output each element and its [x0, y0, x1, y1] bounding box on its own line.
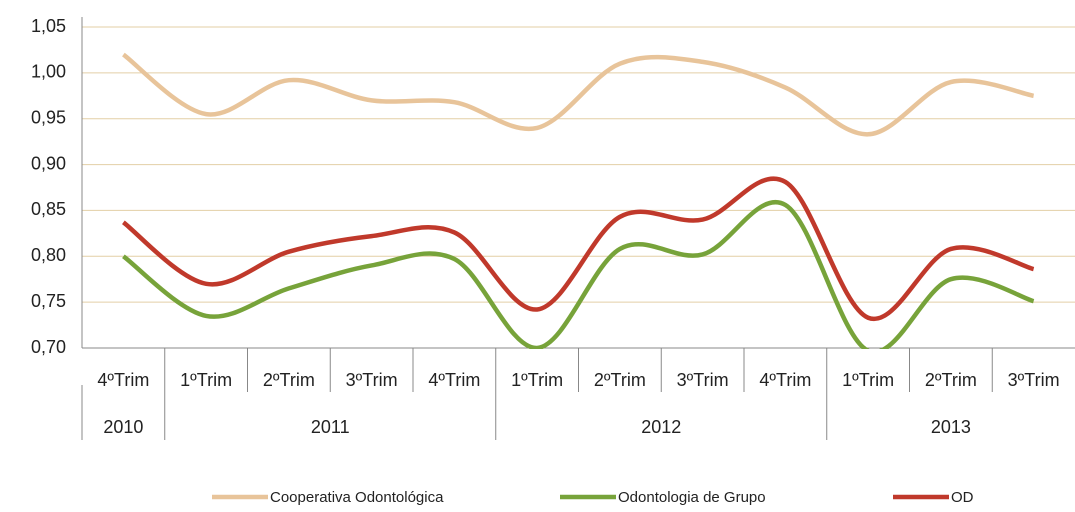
x-tick-label: 1ºTrim: [180, 370, 232, 390]
x-tick-label: 3ºTrim: [677, 370, 729, 390]
x-tick-label: 1ºTrim: [511, 370, 563, 390]
y-tick-label: 0,90: [31, 153, 66, 173]
x-group-label: 2010: [103, 417, 143, 437]
x-tick-label: 2ºTrim: [263, 370, 315, 390]
x-tick-label: 3ºTrim: [346, 370, 398, 390]
y-tick-label: 0,80: [31, 245, 66, 265]
legend-label: Cooperativa Odontológica: [270, 489, 444, 506]
legend-label: Odontologia de Grupo: [618, 489, 766, 506]
y-tick-label: 1,05: [31, 16, 66, 36]
plot-area: [121, 52, 1035, 349]
x-tick-label: 1ºTrim: [842, 370, 894, 390]
y-tick-label: 0,75: [31, 291, 66, 311]
x-group-label: 2012: [641, 417, 681, 437]
x-tick-label: 2ºTrim: [594, 370, 646, 390]
series-line: [122, 52, 1035, 137]
x-tick-label: 4ºTrim: [428, 370, 480, 390]
legend-label: OD: [951, 489, 974, 506]
x-tick-label: 2ºTrim: [925, 370, 977, 390]
series-line: [121, 176, 1035, 322]
y-tick-label: 0,95: [31, 107, 66, 127]
x-group-label: 2011: [311, 417, 350, 437]
y-tick-label: 1,00: [31, 62, 66, 82]
x-group-label: 2013: [931, 417, 971, 437]
x-tick-label: 4ºTrim: [97, 370, 149, 390]
y-tick-label: 0,85: [31, 199, 66, 219]
series-line: [122, 200, 1035, 349]
x-tick-label: 3ºTrim: [1008, 370, 1060, 390]
y-tick-label: 0,70: [31, 337, 66, 357]
x-tick-label: 4ºTrim: [759, 370, 811, 390]
